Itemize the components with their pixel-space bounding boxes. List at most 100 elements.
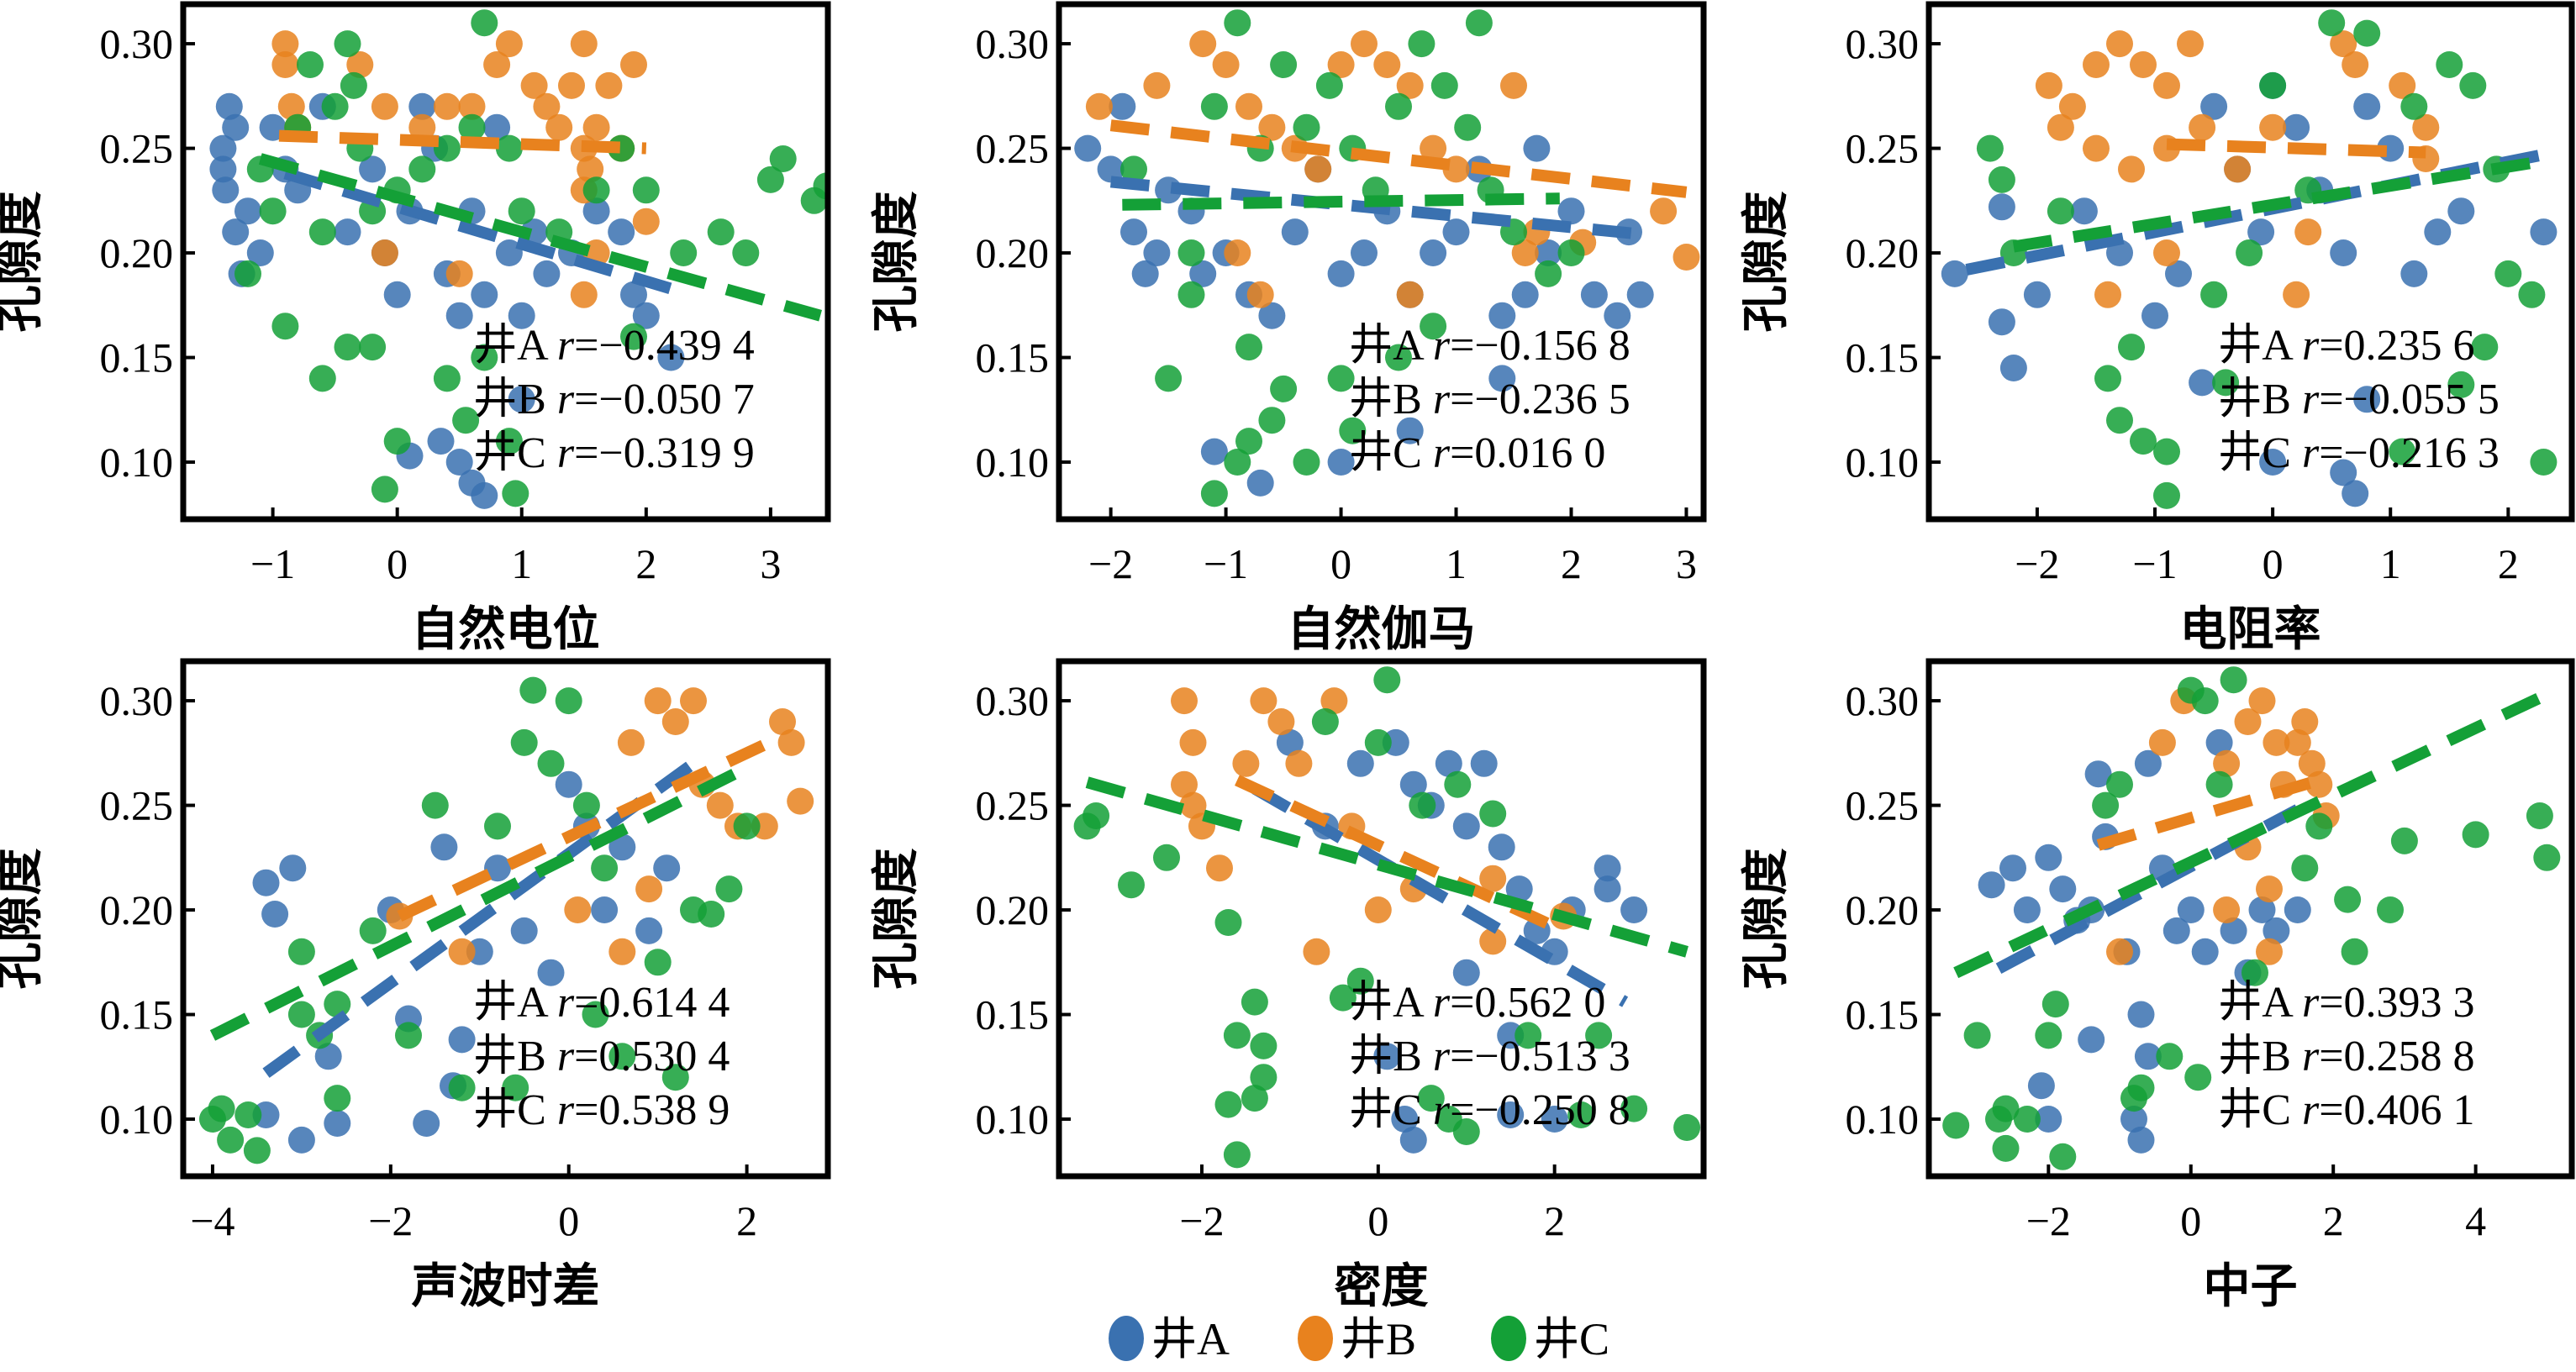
data-point <box>297 51 324 78</box>
annotation-r-value: =0.538 9 <box>574 1086 730 1134</box>
legend-label: 井B <box>1341 1314 1416 1364</box>
data-point <box>1241 988 1268 1016</box>
data-point <box>1488 365 1516 392</box>
data-point <box>510 728 538 756</box>
data-point <box>706 791 734 819</box>
data-point <box>2436 51 2463 78</box>
y-tick-label: 0.15 <box>976 334 1050 381</box>
data-point <box>2118 155 2145 183</box>
data-point <box>1535 260 1562 287</box>
data-point <box>433 92 461 120</box>
x-tick-label: 0 <box>2180 1197 2201 1244</box>
y-tick-label: 0.20 <box>100 886 174 933</box>
data-point <box>2248 687 2276 715</box>
y-tick-label: 0.30 <box>976 20 1050 67</box>
data-point <box>246 239 274 266</box>
annotation-r-value: =−0.319 9 <box>574 429 755 477</box>
annotation-r-symbol: r <box>2302 979 2320 1027</box>
x-tick-label: −2 <box>2015 540 2059 587</box>
data-point <box>252 869 280 896</box>
data-point <box>608 1043 636 1070</box>
annotation-r-value: =0.235 6 <box>2319 322 2474 370</box>
data-point <box>433 134 461 162</box>
data-point <box>2023 281 2051 308</box>
data-point <box>408 155 436 183</box>
data-point <box>2035 1022 2062 1049</box>
data-point <box>271 313 299 340</box>
data-point <box>1293 449 1320 476</box>
data-point <box>1452 812 1480 840</box>
y-tick-label: 0.20 <box>976 886 1050 933</box>
fit-line-井C <box>1122 192 1560 211</box>
data-point <box>508 197 535 225</box>
data-point <box>1408 30 1436 58</box>
annotation-well: 井B <box>1349 376 1433 423</box>
data-point <box>1420 313 1447 340</box>
data-point <box>458 92 486 120</box>
data-point <box>287 938 315 965</box>
data-point <box>1131 260 1159 287</box>
data-point <box>1223 1022 1251 1049</box>
annotation-r-symbol: r <box>2302 429 2320 477</box>
data-point <box>715 875 743 903</box>
data-point <box>359 334 387 361</box>
annotation-well: 井A <box>473 322 557 370</box>
data-point <box>1391 1106 1419 1133</box>
y-axis-label: 孔隙度 <box>869 192 924 333</box>
data-point <box>620 323 647 350</box>
data-point <box>471 481 498 509</box>
annotation-r-symbol: r <box>557 1033 575 1080</box>
data-point <box>2330 239 2357 266</box>
y-axis-label: 孔隙度 <box>0 849 48 990</box>
data-point <box>430 833 458 861</box>
data-point <box>2330 30 2357 58</box>
data-point <box>661 1064 689 1091</box>
data-point <box>1396 417 1424 444</box>
correlation-annotation: 井C r=−0.319 9 <box>473 429 755 477</box>
data-point <box>324 1085 351 1112</box>
data-point <box>445 449 473 476</box>
fit-line-井B <box>2096 772 2328 851</box>
data-point <box>777 728 805 756</box>
data-point <box>234 1101 262 1128</box>
data-point <box>2212 369 2240 397</box>
annotation-well: 井C <box>1349 429 1433 477</box>
x-axis-label: 中子 <box>2204 1259 2298 1314</box>
data-point <box>448 1074 476 1101</box>
data-point <box>2200 281 2228 308</box>
data-point <box>209 155 237 183</box>
y-tick-label: 0.25 <box>976 125 1050 172</box>
data-point <box>2494 260 2522 287</box>
data-point <box>502 1074 529 1101</box>
data-point <box>1200 92 1228 120</box>
data-point <box>483 51 511 78</box>
data-point <box>217 1126 245 1154</box>
data-point <box>2330 459 2357 486</box>
x-axis-label: 声波时差 <box>412 1259 600 1314</box>
data-point <box>1364 728 1392 756</box>
data-point <box>1214 1091 1242 1118</box>
x-tick-label: −2 <box>368 1197 413 1244</box>
data-point <box>1988 308 2015 336</box>
fit-line-井B <box>397 731 785 922</box>
x-tick-label: 2 <box>2323 1197 2344 1244</box>
data-point <box>1351 239 1378 266</box>
annotation-r-symbol: r <box>557 322 575 370</box>
correlation-annotation: 井C r=0.538 9 <box>473 1086 730 1134</box>
data-point <box>2284 728 2311 756</box>
data-point <box>408 113 436 141</box>
x-tick-label: 3 <box>760 540 781 587</box>
data-point <box>644 687 672 715</box>
data-point <box>1206 854 1233 882</box>
data-point <box>2153 438 2180 465</box>
data-point <box>1189 260 1217 287</box>
correlation-annotation: 井B r=−0.050 7 <box>473 376 755 423</box>
data-point <box>644 949 672 976</box>
annotation-r-value: =0.530 4 <box>574 1033 730 1080</box>
data-point <box>261 901 289 928</box>
fit-line-井C <box>1953 689 2550 979</box>
data-point <box>1515 1022 1542 1049</box>
annotation-r-value: =0.258 8 <box>2319 1033 2474 1080</box>
x-axis-label: 密度 <box>1335 1259 1429 1314</box>
data-point <box>1250 687 1277 715</box>
